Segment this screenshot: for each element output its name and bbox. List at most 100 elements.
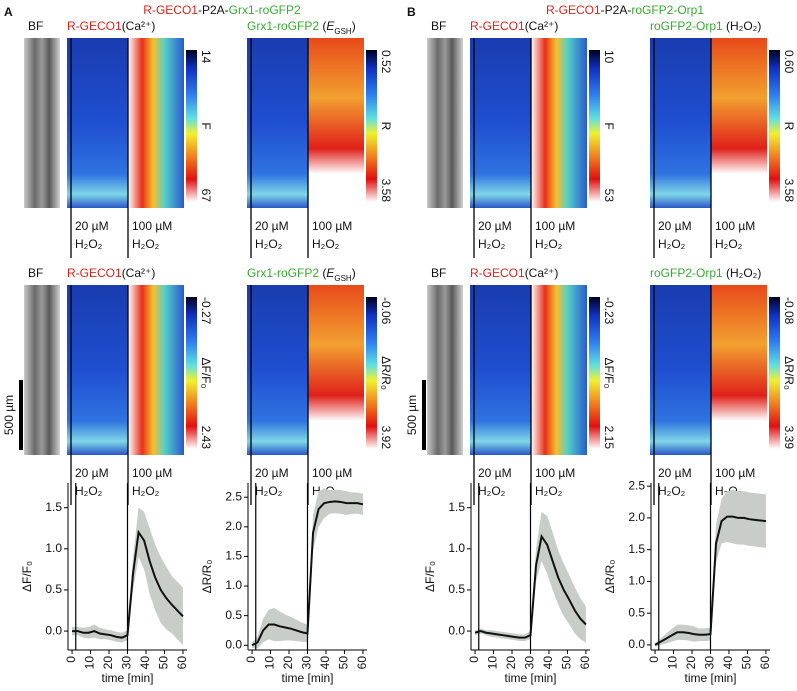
- x-tick-label: 40: [138, 656, 152, 670]
- colorbar: [186, 297, 197, 449]
- treatment-agent: H₂O₂: [535, 237, 563, 251]
- heatmap-pre: [67, 38, 128, 208]
- title-part: -P2A-: [198, 3, 229, 17]
- mean-line: [654, 515, 767, 646]
- treatment-conc: 100 µM: [715, 219, 755, 233]
- sensor-name: Grx1-roGFP2: [247, 266, 319, 280]
- x-tick-label: 10: [486, 656, 500, 670]
- sensor-label: R-GECO1(Ca²⁺): [470, 266, 558, 280]
- sensor-note: ): [352, 19, 356, 33]
- x-tick-label: 50: [157, 656, 171, 670]
- sensor-label: R-GECO1(Ca²⁺): [67, 19, 155, 33]
- x-tick-label: 60: [758, 656, 772, 670]
- mean-line: [474, 533, 587, 639]
- sensor-note: (: [319, 266, 326, 280]
- colorbar-tick: 14: [199, 50, 213, 64]
- x-tick-label: 0: [467, 656, 481, 663]
- y-tick-label: 0.0: [225, 637, 242, 651]
- colorbar: [186, 50, 197, 202]
- colorbar-tick: 3.39: [782, 426, 796, 450]
- bf-label: BF: [431, 266, 446, 280]
- colorbar-tick: 2.15: [602, 426, 616, 450]
- sensor-note: (H₂O₂): [723, 266, 762, 280]
- colorbar-tick: 2.43: [199, 426, 213, 450]
- scale-bar-label: 500 µm: [405, 395, 419, 435]
- x-tick-label: 10: [263, 656, 277, 670]
- y-tick-label: 0.5: [448, 582, 465, 596]
- sensor-label: Grx1-roGFP2 (EGSH): [247, 19, 356, 35]
- sensor-note: (: [319, 19, 326, 33]
- heatmap-pre: [247, 285, 308, 455]
- y-tick-label: 2.0: [225, 519, 242, 533]
- x-tick-label: 30: [703, 656, 717, 670]
- colorbar-tick: 53: [602, 189, 616, 203]
- x-tick-label: 50: [560, 656, 574, 670]
- y-tick-label: 0.0: [45, 623, 62, 637]
- error-band: [72, 507, 183, 646]
- treatment-agent: H₂O₂: [75, 484, 103, 498]
- sensor-label: roGFP2-Orp1 (H₂O₂): [650, 266, 761, 280]
- x-axis-label: time [min]: [504, 671, 556, 685]
- x-tick-label: 20: [101, 656, 115, 670]
- bf-label: BF: [431, 19, 446, 33]
- treatment-agent: H₂O₂: [255, 237, 283, 251]
- y-tick-label: 1.0: [45, 541, 62, 555]
- x-tick-label: 60: [355, 656, 369, 670]
- sensor-name: roGFP2-Orp1: [650, 19, 723, 33]
- x-tick-label: 0: [64, 656, 78, 663]
- treatment-agent: H₂O₂: [132, 237, 160, 251]
- y-tick-label: 0.5: [45, 582, 62, 596]
- treatment-conc: 100 µM: [132, 219, 172, 233]
- error-band: [475, 511, 586, 643]
- bf-image: [24, 38, 60, 208]
- bf-image: [24, 285, 60, 455]
- colorbar-tick: 67: [199, 189, 213, 203]
- treatment-agent: H₂O₂: [255, 484, 283, 498]
- treatment-conc: 20 µM: [658, 219, 692, 233]
- treatment-agent: H₂O₂: [478, 484, 506, 498]
- sensor-label: roGFP2-Orp1 (H₂O₂): [650, 19, 761, 33]
- sensor-name: R-GECO1: [470, 19, 525, 33]
- x-tick-label: 0: [244, 656, 258, 663]
- treatment-conc: 20 µM: [75, 466, 109, 480]
- y-tick-label: 1.5: [45, 500, 62, 514]
- colorbar: [589, 50, 600, 202]
- treatment-conc: 100 µM: [312, 466, 352, 480]
- heatmap-pre: [470, 285, 531, 455]
- treatment-conc: 100 µM: [535, 219, 575, 233]
- heatmap-post: [128, 285, 184, 455]
- colorbar: [769, 50, 780, 202]
- y-tick-label: 1.0: [448, 541, 465, 555]
- sensor-note: GSH: [334, 274, 352, 283]
- sensor-note: ): [352, 266, 356, 280]
- y-tick-label: 1.0: [225, 578, 242, 592]
- sensor-label: R-GECO1(Ca²⁺): [67, 266, 155, 280]
- treatment-conc: 20 µM: [255, 219, 289, 233]
- sensor-name: roGFP2-Orp1: [650, 266, 723, 280]
- treatment-conc: 100 µM: [312, 219, 352, 233]
- colorbar-tick: -0.23: [602, 297, 616, 325]
- treatment-agent: H₂O₂: [658, 484, 686, 498]
- bf-label: BF: [28, 266, 43, 280]
- panel-label: B: [407, 5, 416, 19]
- y-axis-label: ΔF/F₀: [20, 561, 34, 592]
- sensor-name: R-GECO1: [67, 19, 122, 33]
- y-axis-label: ΔR/R₀: [200, 560, 214, 594]
- heatmap-pre: [470, 38, 531, 208]
- heatmap-post: [308, 38, 364, 208]
- y-tick-label: 0.5: [225, 608, 242, 622]
- y-tick-label: 1.5: [628, 542, 645, 556]
- treatment-agent: H₂O₂: [535, 484, 563, 498]
- x-tick-label: 0: [647, 656, 661, 663]
- x-tick-label: 60: [578, 656, 592, 670]
- y-axis-label: ΔR/R₀: [603, 560, 617, 594]
- y-tick-label: 0.0: [628, 637, 645, 651]
- sensor-note: (Ca²⁺): [122, 19, 156, 33]
- sensor-name: R-GECO1: [470, 266, 525, 280]
- colorbar-label: R: [782, 122, 796, 131]
- heatmap-pre: [650, 38, 711, 208]
- y-tick-label: 2.5: [225, 489, 242, 503]
- y-tick-label: 1.5: [225, 549, 242, 563]
- colorbar-tick: 3.58: [782, 179, 796, 203]
- treatment-agent: H₂O₂: [132, 484, 160, 498]
